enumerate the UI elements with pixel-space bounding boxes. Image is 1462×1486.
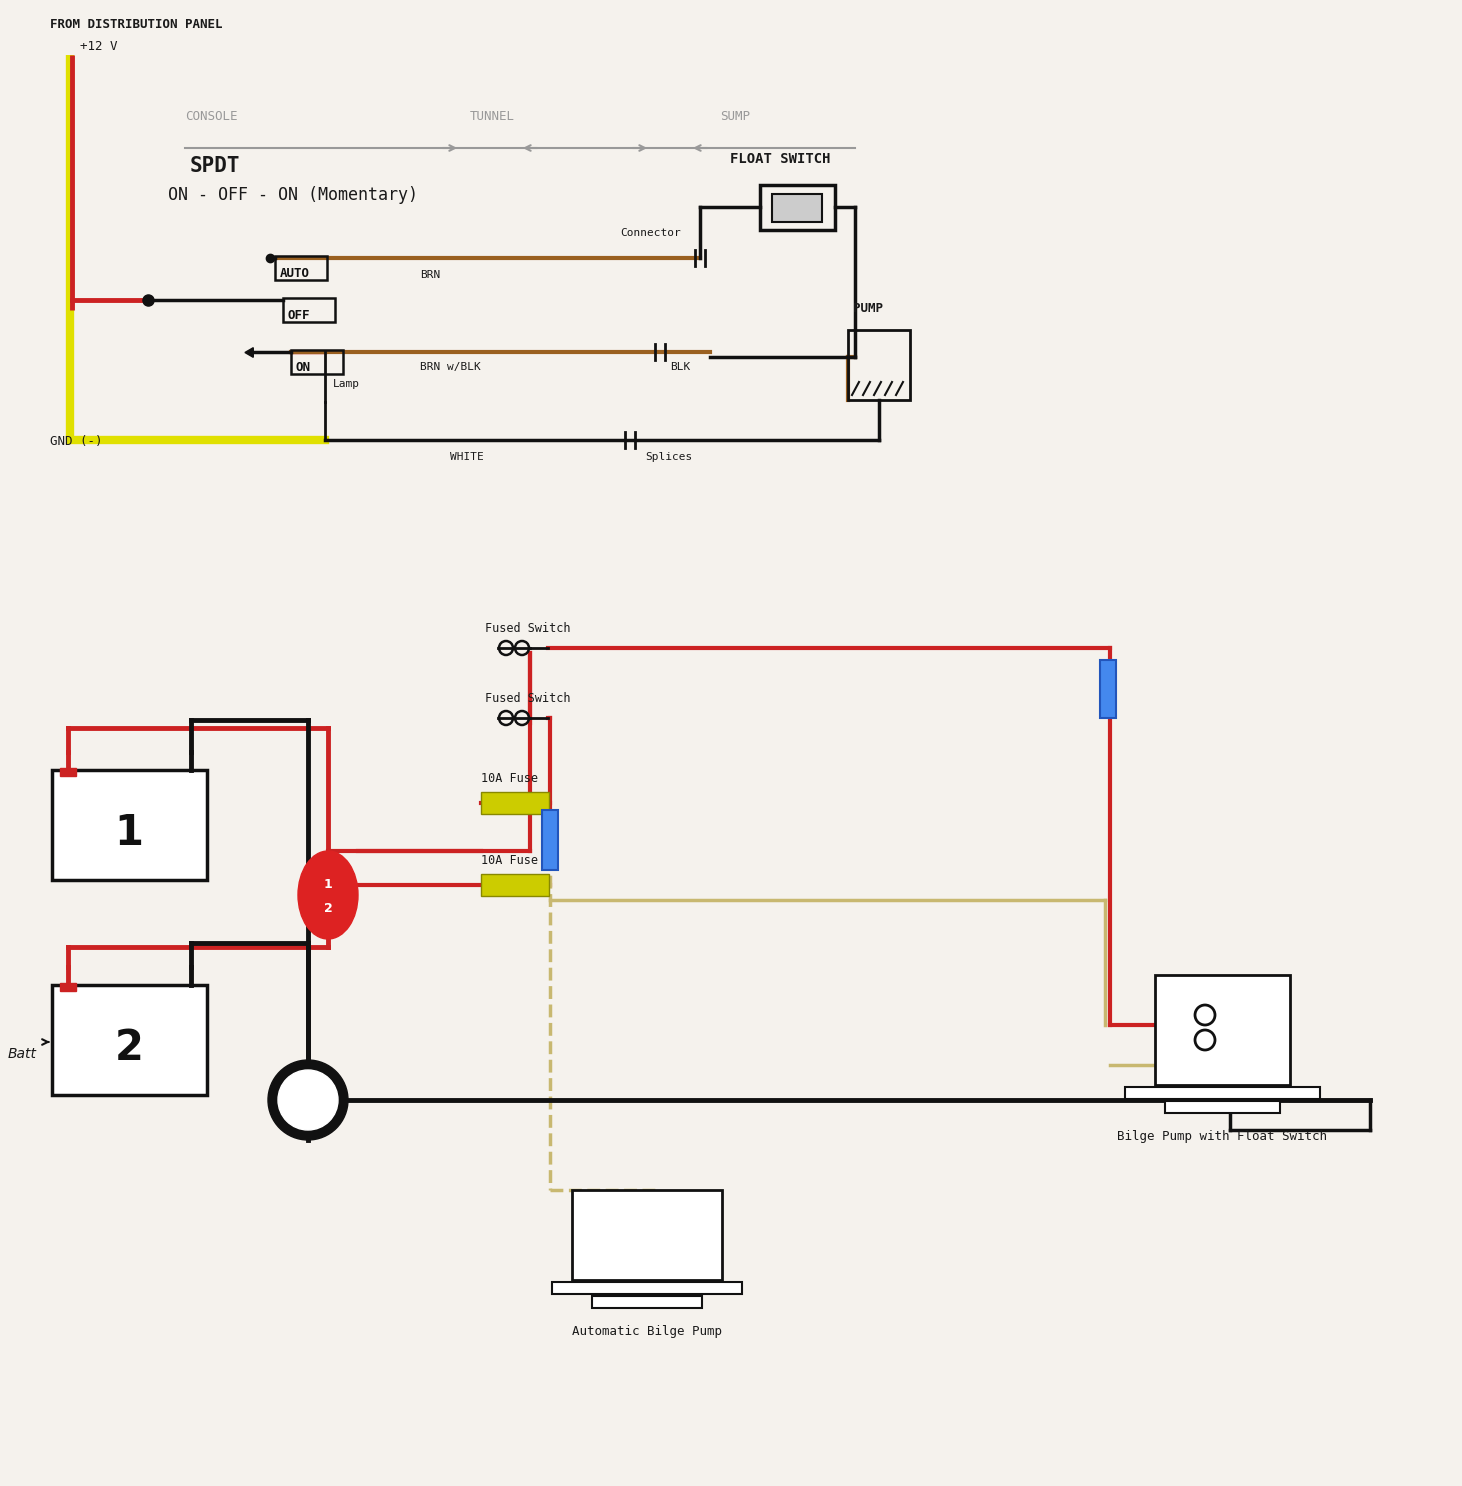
Bar <box>848 330 909 400</box>
Bar <box>1165 1101 1281 1113</box>
Text: 10A Fuse: 10A Fuse <box>481 854 538 866</box>
Bar <box>592 1296 702 1308</box>
Text: 10A Fuse: 10A Fuse <box>481 773 538 785</box>
Bar <box>53 770 208 880</box>
Text: OFF: OFF <box>288 309 310 322</box>
Circle shape <box>278 1070 338 1129</box>
Bar <box>1124 1086 1320 1100</box>
Bar <box>291 351 344 374</box>
Text: Automatic Bilge Pump: Automatic Bilge Pump <box>572 1326 722 1337</box>
Text: BRN w/BLK: BRN w/BLK <box>420 363 481 372</box>
Text: +12 V: +12 V <box>80 40 117 53</box>
Text: SUMP: SUMP <box>719 110 750 123</box>
Circle shape <box>268 1060 348 1140</box>
Bar <box>772 195 822 221</box>
Text: Lamp: Lamp <box>333 379 360 389</box>
Bar <box>553 1282 743 1294</box>
Bar <box>1099 660 1116 718</box>
Bar <box>542 810 558 869</box>
Bar <box>60 984 76 991</box>
Text: BLK: BLK <box>670 363 690 372</box>
Text: GND (-): GND (-) <box>50 435 102 447</box>
Ellipse shape <box>298 851 358 939</box>
Text: FLOAT SWITCH: FLOAT SWITCH <box>730 152 830 166</box>
Bar <box>760 184 835 230</box>
Text: BRN: BRN <box>420 270 440 279</box>
Text: SPDT: SPDT <box>190 156 241 175</box>
Text: ON: ON <box>295 361 311 374</box>
Text: TUNNEL: TUNNEL <box>469 110 515 123</box>
Text: Fused Switch: Fused Switch <box>485 623 570 635</box>
Text: Splices: Splices <box>645 452 692 462</box>
Bar <box>572 1190 722 1279</box>
Text: WHITE: WHITE <box>450 452 484 462</box>
Text: PUMP: PUMP <box>852 302 883 315</box>
Text: AUTO: AUTO <box>281 267 310 279</box>
Bar <box>60 768 76 776</box>
Text: Bilge Pump with Float Switch: Bilge Pump with Float Switch <box>1117 1129 1327 1143</box>
Bar <box>1155 975 1289 1085</box>
Text: ON - OFF - ON (Momentary): ON - OFF - ON (Momentary) <box>168 186 418 204</box>
Bar <box>275 256 327 279</box>
Bar <box>481 792 550 814</box>
Bar <box>481 874 550 896</box>
Text: Batt: Batt <box>7 1048 37 1061</box>
Text: Connector: Connector <box>620 227 681 238</box>
Text: 1: 1 <box>323 878 332 892</box>
Text: FROM DISTRIBUTION PANEL: FROM DISTRIBUTION PANEL <box>50 18 222 31</box>
Text: 1: 1 <box>114 811 143 854</box>
Bar <box>284 299 335 322</box>
Bar <box>53 985 208 1095</box>
Text: 2: 2 <box>114 1027 143 1068</box>
Text: 2: 2 <box>323 902 332 915</box>
Text: CONSOLE: CONSOLE <box>186 110 237 123</box>
Text: Fused Switch: Fused Switch <box>485 692 570 704</box>
